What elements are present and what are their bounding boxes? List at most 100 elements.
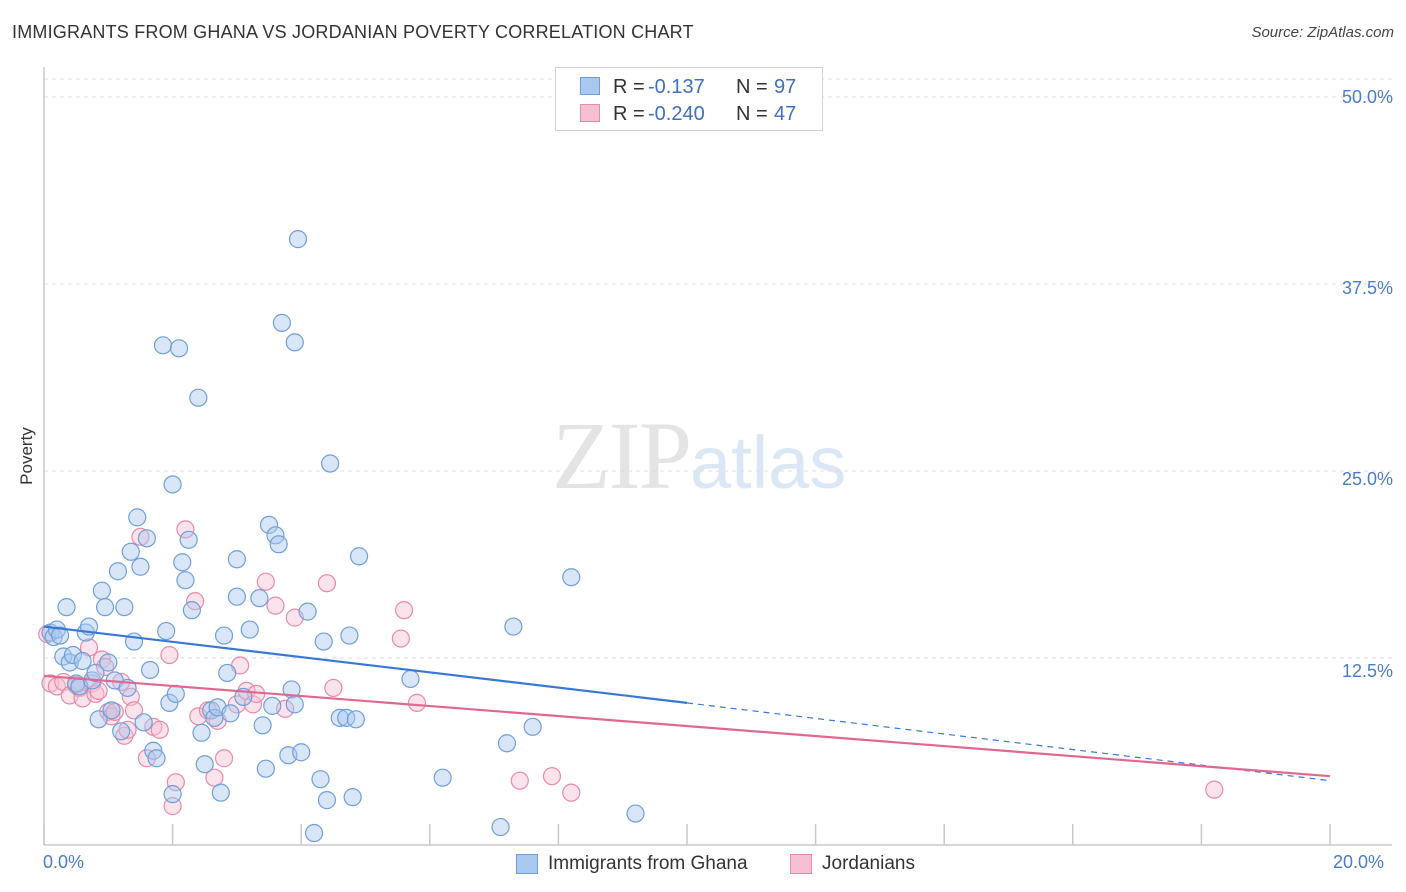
x-tick-label: 20.0%	[1333, 852, 1385, 872]
data-point	[317, 574, 337, 593]
data-point	[89, 681, 108, 701]
r-label: R =	[613, 76, 645, 98]
n-label: N =	[736, 103, 768, 125]
data-point	[115, 598, 134, 617]
series-jordanians-points	[38, 520, 1224, 816]
data-point	[292, 743, 311, 762]
n-value: 97	[774, 76, 797, 98]
y-tick-label: 25.0%	[1341, 469, 1393, 489]
data-point	[1205, 780, 1224, 799]
data-point	[272, 313, 292, 332]
chart-title: IMMIGRANTS FROM GHANA VS JORDANIAN POVER…	[12, 22, 694, 42]
data-point	[108, 562, 128, 581]
data-point	[433, 768, 452, 787]
data-point	[346, 710, 365, 729]
watermark-atlas: atlas	[690, 421, 847, 504]
data-point	[542, 767, 562, 786]
data-point	[510, 771, 529, 790]
data-point	[523, 717, 542, 736]
data-point	[95, 598, 115, 617]
data-point	[227, 695, 246, 714]
data-point	[99, 653, 118, 672]
data-point	[153, 336, 173, 355]
data-point	[92, 581, 111, 600]
data-point	[285, 333, 304, 352]
data-point	[163, 475, 182, 494]
data-point	[321, 454, 340, 473]
watermark-zip: ZIP	[552, 402, 692, 509]
legend-label: Jordanians	[822, 853, 915, 874]
data-point	[179, 530, 198, 549]
data-point	[86, 663, 105, 683]
axes	[43, 67, 1392, 846]
data-point	[349, 547, 369, 566]
data-point	[314, 632, 333, 651]
data-point	[263, 696, 282, 715]
data-point	[160, 693, 179, 712]
data-point	[562, 568, 581, 587]
data-point	[112, 722, 131, 741]
data-point	[137, 529, 156, 548]
data-point	[250, 589, 269, 608]
data-point	[50, 626, 70, 645]
data-point	[304, 823, 324, 843]
data-point	[266, 596, 285, 615]
data-point	[169, 339, 189, 358]
data-point	[157, 621, 176, 641]
data-point	[137, 749, 156, 768]
stats-swatch-jordanians	[580, 104, 600, 122]
y-axis-label: Poverty	[17, 427, 36, 485]
data-point	[121, 542, 140, 561]
data-point	[330, 708, 349, 727]
data-point	[166, 684, 185, 704]
data-point	[124, 701, 144, 720]
data-point	[491, 817, 510, 837]
data-point	[240, 620, 259, 639]
data-point	[337, 708, 356, 727]
data-point	[131, 557, 150, 576]
y-tick-label: 37.5%	[1341, 278, 1393, 298]
watermark: ZIPatlas	[552, 400, 846, 511]
data-point	[227, 550, 246, 569]
data-point	[243, 695, 263, 714]
data-point	[118, 720, 137, 739]
y-tick-label: 12.5%	[1341, 661, 1393, 681]
data-point	[497, 734, 517, 753]
grid-lines	[44, 78, 1392, 659]
n-value: 47	[774, 103, 797, 125]
data-point	[150, 720, 169, 739]
x-tick-label: 0.0%	[43, 852, 85, 872]
data-point	[218, 663, 237, 683]
data-point	[317, 791, 337, 810]
data-point	[259, 515, 279, 534]
data-point	[504, 617, 523, 636]
data-point	[626, 804, 645, 823]
stats-swatch-ghana	[580, 77, 600, 95]
chart-source: Source: ZipAtlas.com	[1251, 24, 1394, 41]
legend-label: Immigrants from Ghana	[548, 853, 748, 874]
data-point	[253, 716, 272, 735]
data-point	[189, 388, 208, 407]
r-value: -0.240	[648, 103, 705, 125]
stats-row-ghana: R = -0.137 N = 97	[556, 73, 822, 101]
data-point	[147, 749, 166, 768]
data-point	[401, 669, 420, 689]
data-point	[102, 701, 121, 720]
data-point	[166, 773, 185, 792]
data-point	[407, 693, 427, 712]
trend-line-ghana	[43, 625, 688, 704]
data-point	[176, 520, 195, 539]
data-point	[394, 601, 414, 620]
data-point	[288, 230, 308, 249]
data-point	[298, 602, 317, 621]
data-point	[221, 704, 240, 723]
n-label: N =	[736, 76, 768, 98]
trend-line-jordanians	[43, 674, 1331, 778]
data-point	[311, 770, 330, 789]
data-point	[256, 759, 275, 778]
data-point	[256, 572, 275, 591]
stats-row-jordanians: R = -0.240 N = 47	[556, 100, 822, 128]
data-point	[340, 626, 359, 645]
data-point	[269, 535, 288, 554]
